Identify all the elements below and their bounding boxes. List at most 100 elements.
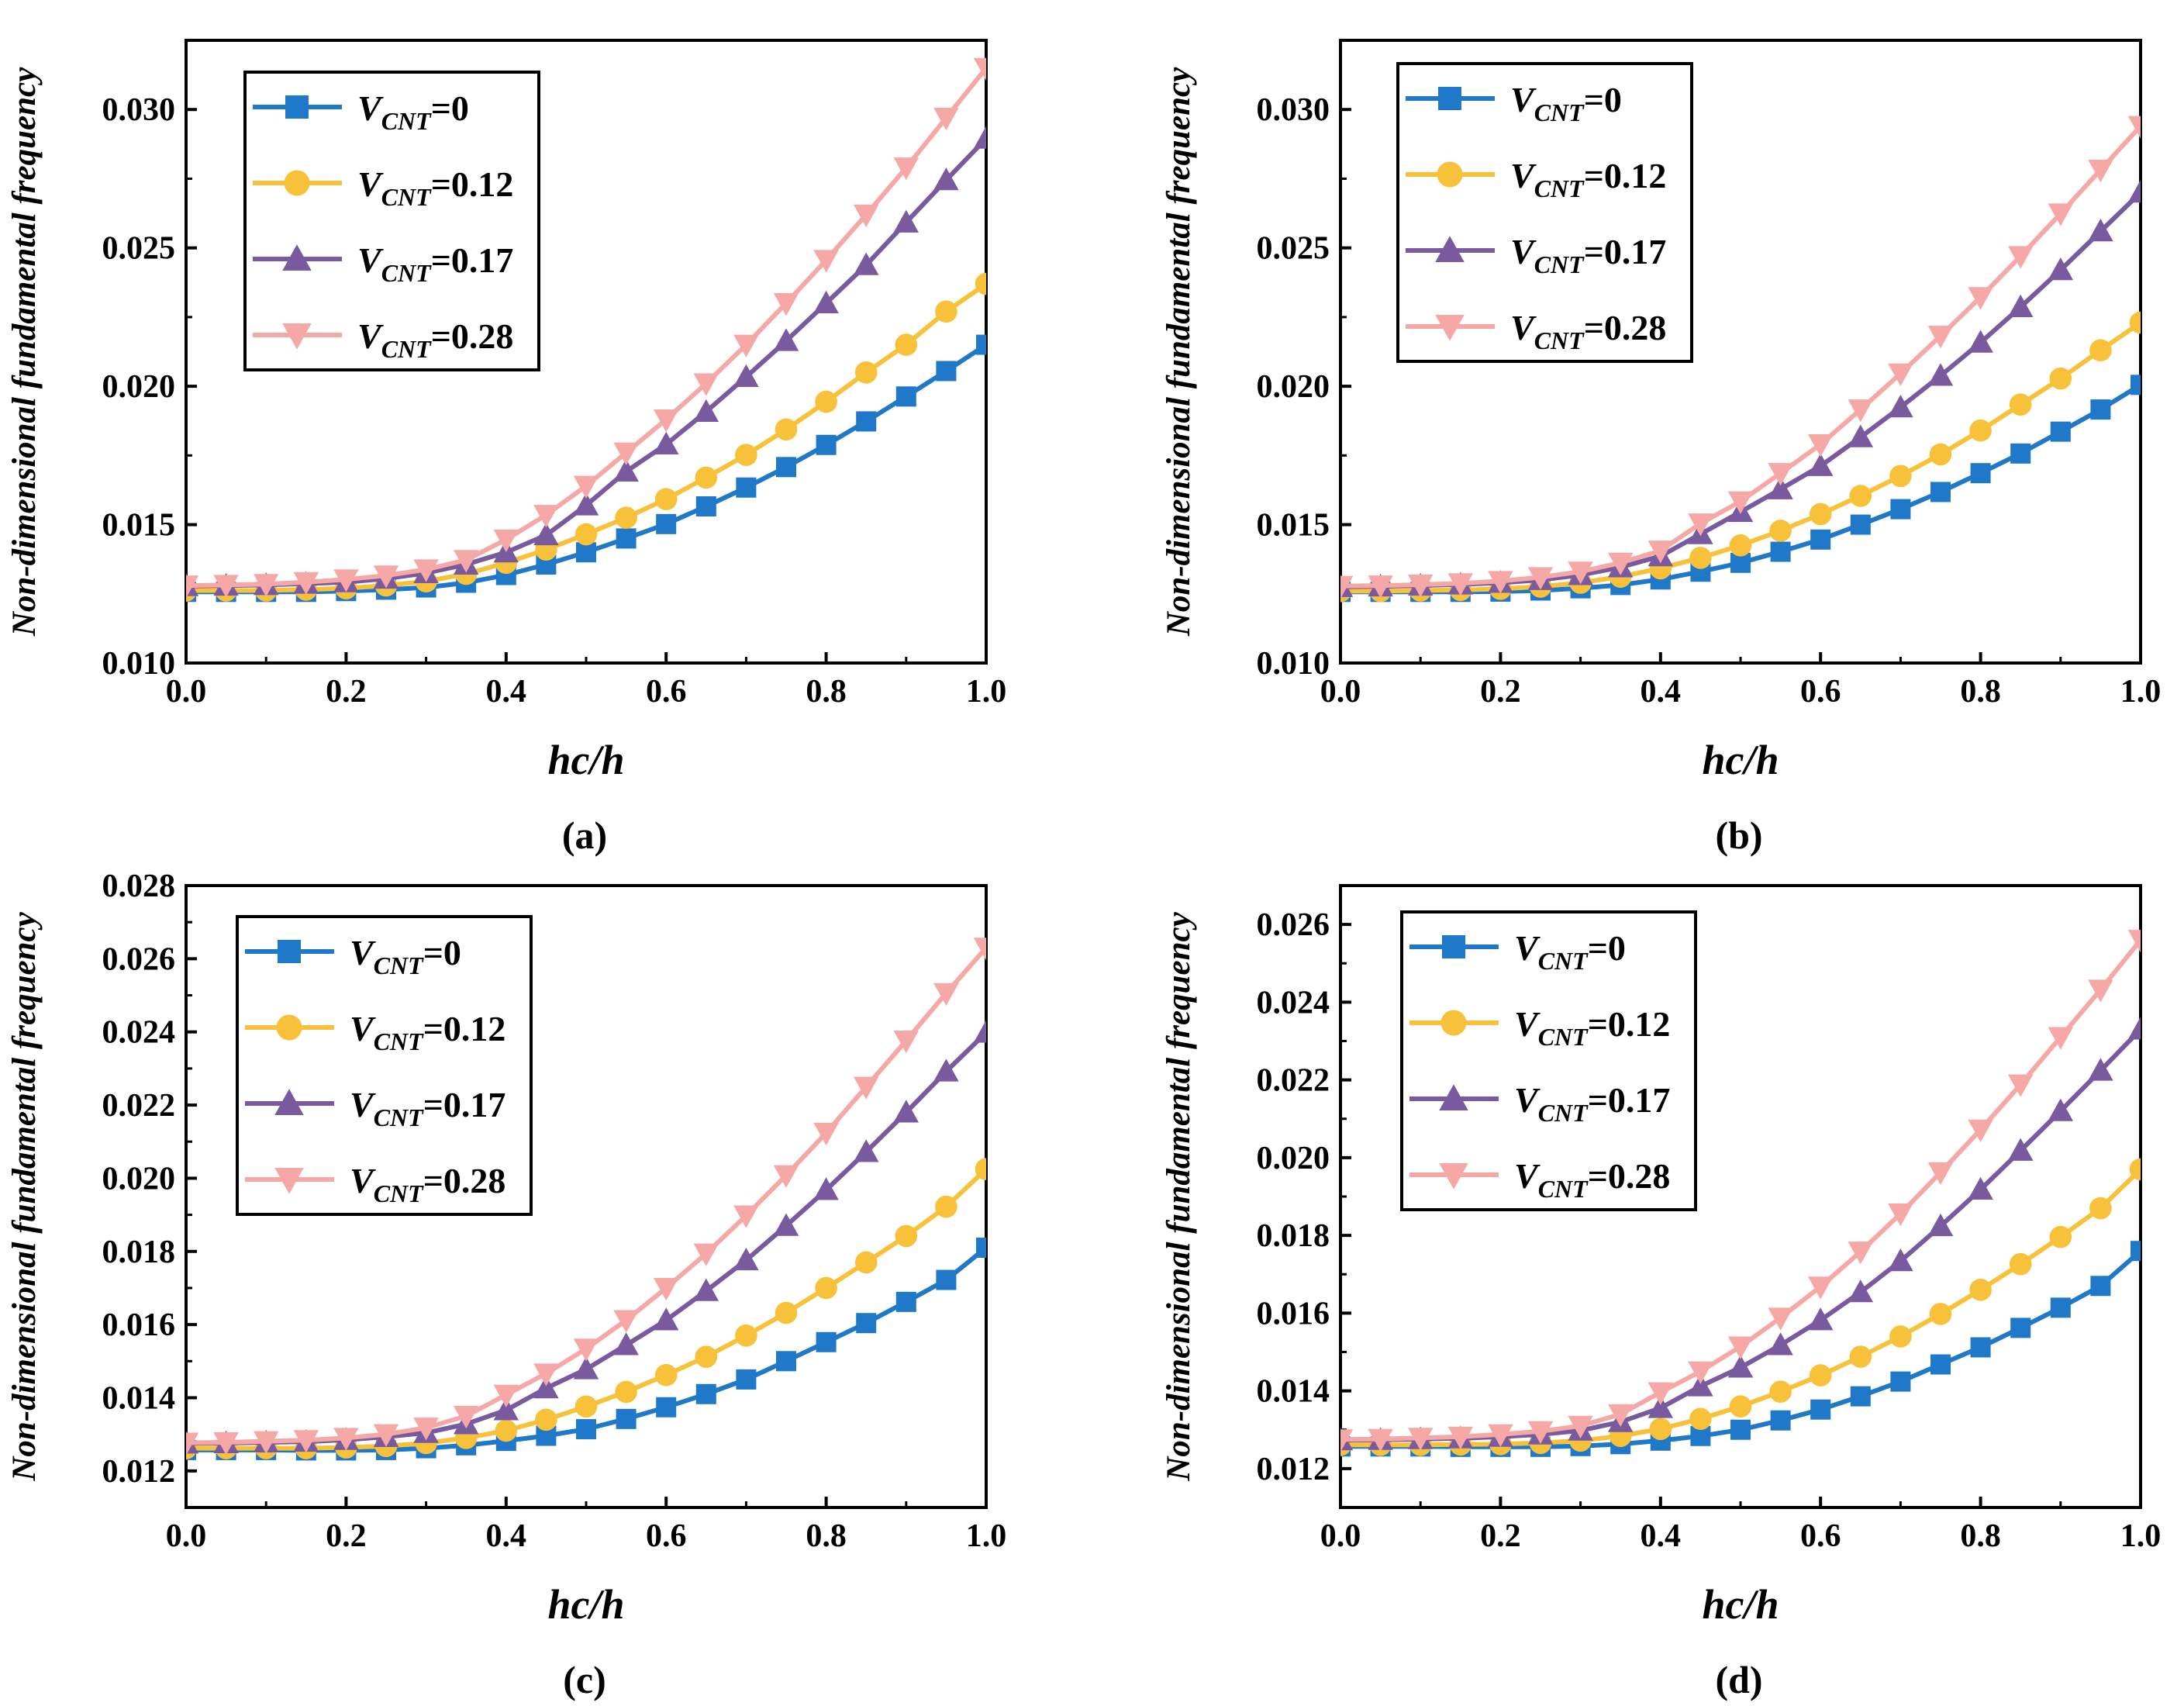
legend-var: V (350, 1085, 376, 1124)
data-point-0 (2010, 443, 2031, 464)
data-point-0.12 (775, 418, 798, 441)
data-point-0 (776, 457, 796, 478)
legend-value: =0.12 (423, 1009, 506, 1048)
data-point-0 (1930, 482, 1951, 502)
data-point-0.28 (2048, 1027, 2074, 1050)
data-point-0.17 (1848, 1280, 1874, 1303)
data-point-0.12 (615, 506, 637, 529)
data-point-0.17 (773, 1213, 799, 1236)
data-point-0.12 (815, 390, 837, 413)
x-tick-label: 0.0 (1320, 674, 1361, 710)
data-point-0.28 (813, 1122, 839, 1146)
data-point-0.17 (933, 167, 959, 191)
legend-label-0.17: VCNT=0.17 (1514, 1080, 1670, 1127)
data-point-0 (976, 1238, 986, 1259)
data-point-0.28 (413, 1418, 439, 1441)
data-point-0.17 (533, 1375, 559, 1399)
data-point-0.17 (1688, 1373, 1713, 1397)
data-point-0.28 (1488, 1424, 1513, 1448)
legend-marker-0 (285, 95, 309, 119)
legend-label-0.12: VCNT=0.12 (1514, 1004, 1670, 1051)
y-tick-label: 0.024 (102, 1015, 176, 1051)
data-point-0.28 (253, 1431, 279, 1454)
legend-sub: CNT (381, 259, 432, 287)
data-point-0.28 (1368, 1428, 1393, 1452)
data-point-0.28 (253, 574, 279, 597)
legend-label-0.12: VCNT=0.12 (350, 1009, 505, 1055)
x-tick-label: 0.2 (326, 674, 367, 710)
data-point-0.28 (2088, 160, 2113, 183)
data-point-0.17 (493, 1397, 519, 1421)
data-point-0 (616, 1408, 637, 1429)
legend-label-0.28: VCNT=0.28 (357, 316, 513, 363)
legend-label-0: VCNT=0 (1514, 928, 1626, 975)
data-point-0.28 (1807, 1276, 1834, 1300)
data-point-0.28 (2007, 246, 2034, 269)
data-point-0.28 (1647, 540, 1674, 564)
data-point-0.17 (613, 1332, 639, 1355)
data-point-0.12 (1729, 534, 1752, 557)
data-point-0.12 (1889, 1325, 1912, 1348)
x-tick-label: 1.0 (2120, 674, 2162, 710)
legend-box (236, 915, 533, 1216)
data-point-0.28 (773, 293, 799, 316)
data-point-0.28 (1848, 399, 1874, 423)
data-point-0.17 (1848, 424, 1874, 447)
data-point-0.28 (733, 334, 759, 357)
data-point-0.17 (973, 126, 986, 149)
legend-value: =0 (431, 88, 469, 128)
data-point-0.12 (1809, 502, 1832, 526)
legend-label-0.17: VCNT=0.17 (1510, 232, 1666, 278)
data-point-0.17 (853, 1139, 879, 1162)
data-point-0.28 (2127, 116, 2141, 139)
data-point-0.28 (893, 1031, 919, 1054)
data-point-0.28 (373, 565, 399, 589)
data-point-0.28 (213, 1432, 239, 1456)
data-point-0 (2090, 1276, 2111, 1297)
data-point-0 (1850, 1386, 1871, 1407)
data-point-0.28 (853, 1076, 879, 1100)
data-point-0 (1770, 1410, 1791, 1431)
data-point-0.28 (1527, 1421, 1554, 1445)
legend-marker-0.12 (1440, 1010, 1467, 1036)
legend-value: =0.12 (1584, 156, 1667, 195)
legend-label-0.28: VCNT=0.28 (350, 1161, 505, 1207)
legend-sub: CNT (1538, 947, 1589, 975)
legend-marker-0.12 (1437, 161, 1463, 188)
data-point-0.28 (413, 559, 439, 582)
data-area (1340, 930, 2141, 1457)
data-point-0.28 (1447, 573, 1474, 596)
data-point-0.28 (1607, 1404, 1634, 1427)
legend-marker-0.12 (284, 170, 310, 196)
data-point-0 (576, 1419, 596, 1440)
data-point-0.28 (973, 57, 986, 81)
data-point-0.28 (2048, 203, 2074, 226)
data-point-0 (2050, 421, 2071, 442)
legend-sub: CNT (374, 1179, 424, 1207)
x-axis-label: hc/h (1702, 737, 1779, 783)
data-point-0 (2090, 399, 2111, 420)
legend-value: =0.28 (431, 316, 514, 356)
legend-sub: CNT (374, 1103, 424, 1131)
data-point-0 (656, 1397, 677, 1418)
data-point-0.17 (1888, 1248, 1913, 1272)
legend-box (243, 71, 540, 371)
data-point-0.28 (293, 1430, 319, 1453)
data-point-0.28 (1968, 1119, 1993, 1143)
data-point-0.12 (735, 1324, 757, 1347)
data-point-0.28 (653, 1277, 679, 1301)
data-point-0.17 (533, 522, 559, 546)
data-point-0.12 (1689, 1407, 1712, 1431)
x-tick-label: 0.8 (1960, 674, 2001, 710)
data-point-0.12 (1969, 419, 1992, 442)
legend-value: =0 (1584, 80, 1622, 119)
y-tick-label: 0.020 (1257, 369, 1330, 405)
y-tick-label: 0.030 (102, 92, 176, 128)
data-point-0.12 (1929, 1303, 1952, 1325)
data-point-0.28 (213, 575, 239, 598)
data-point-0.28 (533, 1363, 559, 1387)
y-tick-label: 0.012 (102, 1454, 176, 1490)
data-point-0 (856, 1313, 877, 1334)
legend-marker-0 (1442, 935, 1465, 958)
data-point-0.28 (733, 1205, 759, 1228)
